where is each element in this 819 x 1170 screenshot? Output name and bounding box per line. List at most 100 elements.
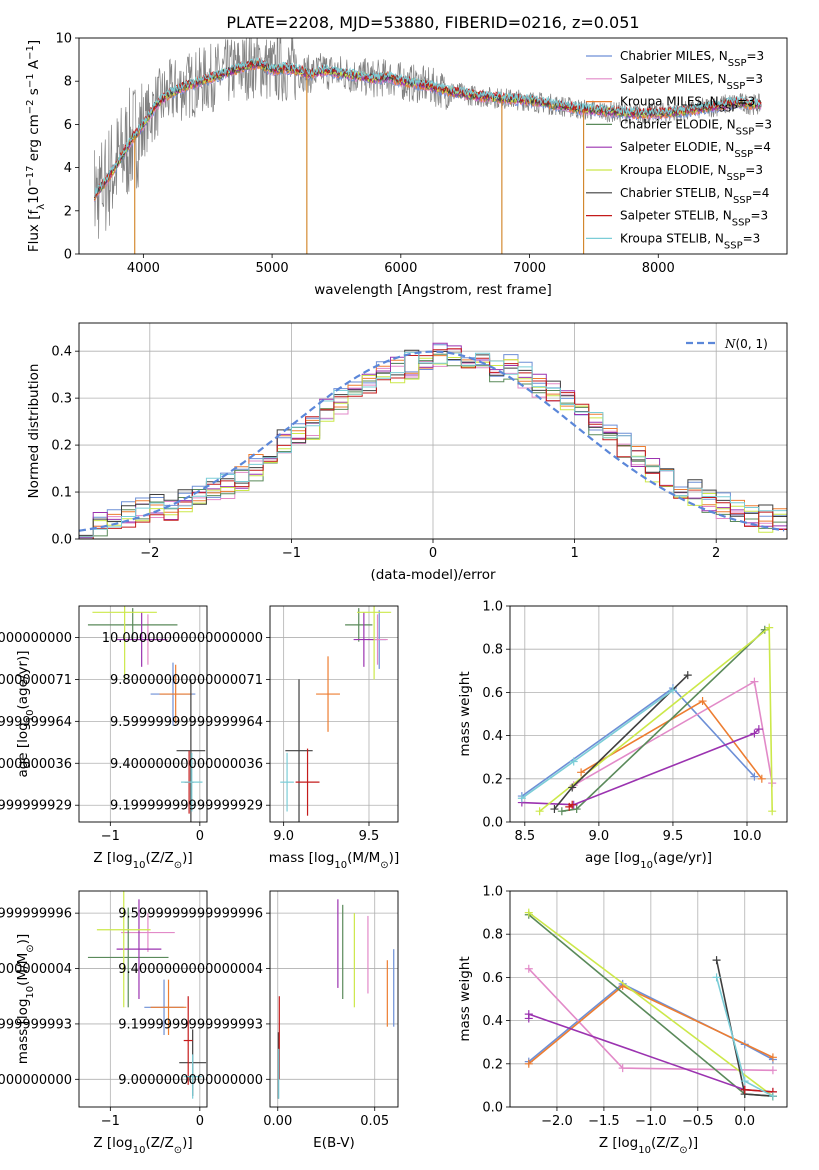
x-tick-label: 2 — [712, 546, 720, 561]
y-tick-label: 9.4000000000000004 — [0, 962, 72, 977]
errorbar-point-chabrier-elodie — [345, 608, 373, 642]
y-tick-label: 9.80000000000000071 — [0, 673, 72, 688]
x-tick-label: −1 — [282, 546, 301, 561]
data-point — [550, 805, 559, 814]
legend-entry: Chabrier ELODIE, NSSP=3 — [620, 117, 772, 137]
y-tick-label: 8 — [64, 75, 72, 90]
y-tick-label: 9.4000000000000004 — [118, 962, 263, 977]
y-tick-label: 9.1999999999999993 — [0, 1017, 72, 1032]
mass-vs-EBV-frame — [269, 890, 399, 1108]
x-tick-label: 0.05 — [360, 1114, 389, 1129]
spectrum-xlabel: wavelength [Angstrom, rest frame] — [314, 282, 552, 298]
mass-vs-Z-ylabel: mass [log10(M/M⊙)] — [15, 934, 36, 1064]
x-tick-label: 1 — [570, 546, 578, 561]
histogram-chabrier-stelib — [79, 349, 787, 536]
residuals-frame — [78, 322, 788, 540]
mass-vs-EBV-axes: 0.00 0.05 9.0000000000000000 9.199999999999… — [118, 891, 398, 1129]
errorbar-point-kroupa-miles — [150, 979, 187, 1035]
massweight-vs-Z-xlabel: Z [log10(Z/Z⊙)] — [599, 1135, 698, 1156]
mass-vs-Z-plot — [87, 891, 207, 1099]
legend-entry: Salpeter ELODIE, NSSP=4 — [620, 140, 771, 160]
errorbar-point-kroupa-miles — [316, 656, 340, 732]
x-tick-label: −1 — [101, 829, 120, 844]
mass-vs-EBV-plot — [277, 899, 395, 1099]
data-point — [535, 807, 544, 816]
legend-entry: Kroupa ELODIE, NSSP=3 — [620, 163, 763, 183]
errorbar-point-kroupa-stelib — [280, 752, 294, 812]
y-tick-label: 10.00000000000000000 — [102, 631, 263, 646]
data-point — [740, 1077, 749, 1086]
age-vs-Z-ylabel: age [log10(age/yr)] — [15, 650, 36, 777]
y-tick-label: 0.8 — [482, 643, 503, 658]
series-salpeter-stelib — [565, 800, 577, 811]
data-point — [524, 1010, 533, 1019]
y-tick-label: 9.40000000000000036 — [110, 757, 263, 772]
errorbar-point-salpeter-stelib — [183, 996, 193, 1085]
errorbar-point-chabrier-stelib — [285, 679, 313, 822]
x-tick-label: 8.5 — [514, 829, 535, 844]
data-point — [668, 686, 677, 695]
y-tick-label: 9.19999999999999929 — [110, 799, 263, 814]
errorbar-point-chabrier-elodie — [87, 608, 178, 642]
data-point — [712, 973, 721, 982]
residuals-plot — [79, 342, 787, 539]
data-point — [683, 671, 692, 680]
y-tick-label: 0.4 — [482, 729, 503, 744]
spectrum-ylabel: Flux [fλ10−17 erg cm−2 s−1 A−1] — [25, 40, 47, 252]
residuals-legend: N(0, 1) — [686, 337, 768, 351]
y-tick-label: 0.8 — [482, 928, 503, 943]
series-chabrier-stelib — [550, 671, 692, 814]
data-point — [698, 697, 707, 706]
data-point — [754, 725, 763, 734]
y-tick-label: 0.2 — [51, 439, 72, 454]
errorbar-point-kroupa-elodie — [92, 606, 157, 680]
massweight-vs-age-ylabel: mass weight — [457, 671, 473, 756]
x-tick-label: 0.0 — [734, 1114, 755, 1129]
series-kroupa-miles — [524, 982, 777, 1068]
data-point — [572, 805, 581, 814]
y-tick-label: 0.0 — [482, 1101, 503, 1116]
y-tick-label: 0 — [64, 248, 72, 263]
errorbar-point-chabrier-elodie — [87, 907, 169, 1008]
figure-title: PLATE=2208, MJD=53880, FIBERID=0216, z=0… — [226, 13, 639, 32]
legend-entry: Salpeter STELIB, NSSP=3 — [620, 209, 768, 229]
legend-entry: Salpeter MILES, NSSP=3 — [620, 72, 763, 92]
mass-vs-EBV-xlabel: E(B-V) — [313, 1135, 355, 1151]
errorbar-point-kroupa-elodie — [357, 606, 392, 680]
x-tick-label: 9.5 — [663, 829, 684, 844]
data-point — [557, 807, 566, 816]
massweight-vs-Z-plot — [524, 908, 777, 1101]
y-tick-label: 0.3 — [51, 392, 72, 407]
y-tick-label: 0.4 — [482, 1014, 503, 1029]
y-tick-label: 9.59999999999999964 — [0, 715, 72, 730]
data-point — [750, 729, 759, 738]
y-tick-label: 9.5999999999999996 — [118, 907, 263, 922]
y-tick-label: 9.5999999999999996 — [0, 907, 72, 922]
x-tick-label: −1.5 — [588, 1114, 620, 1129]
massweight-vs-age-axes: 8.5 9.0 9.5 10.0 0.0 0.2 0.4 0.6 0.8 1.0 — [482, 600, 787, 844]
x-tick-label: 0 — [196, 829, 204, 844]
massweight-vs-age-xlabel: age [log10(age/yr)] — [585, 850, 712, 871]
errorbar-point-kroupa-stelib — [181, 752, 203, 812]
x-tick-label: 7000 — [513, 261, 546, 276]
x-tick-label: −1 — [101, 1114, 120, 1129]
data-point — [768, 1092, 777, 1101]
series-salpeter-stelib — [740, 1085, 777, 1096]
y-tick-label: 4 — [64, 161, 72, 176]
y-tick-label: 0.0 — [482, 816, 503, 831]
legend-entry: N(0, 1) — [724, 337, 768, 351]
data-point — [765, 623, 774, 632]
series-kroupa-stelib — [517, 686, 677, 803]
residuals-xlabel: (data-model)/error — [370, 567, 496, 583]
age-vs-mass-frame — [269, 605, 399, 823]
spectrum-plot — [93, 38, 762, 254]
massweight-vs-age-plot — [517, 623, 777, 816]
errorbar-point-chabrier-stelib — [176, 679, 206, 822]
y-tick-label: 9.0000000000000000 — [118, 1073, 263, 1088]
age-vs-Z-frame — [78, 605, 208, 823]
errorbar-point-kroupa-stelib — [183, 1054, 202, 1099]
y-tick-label: 0.4 — [51, 345, 72, 360]
errorbar-point-salpeter-stelib — [295, 748, 320, 816]
residuals-ylabel: Normed distribution — [26, 364, 42, 499]
